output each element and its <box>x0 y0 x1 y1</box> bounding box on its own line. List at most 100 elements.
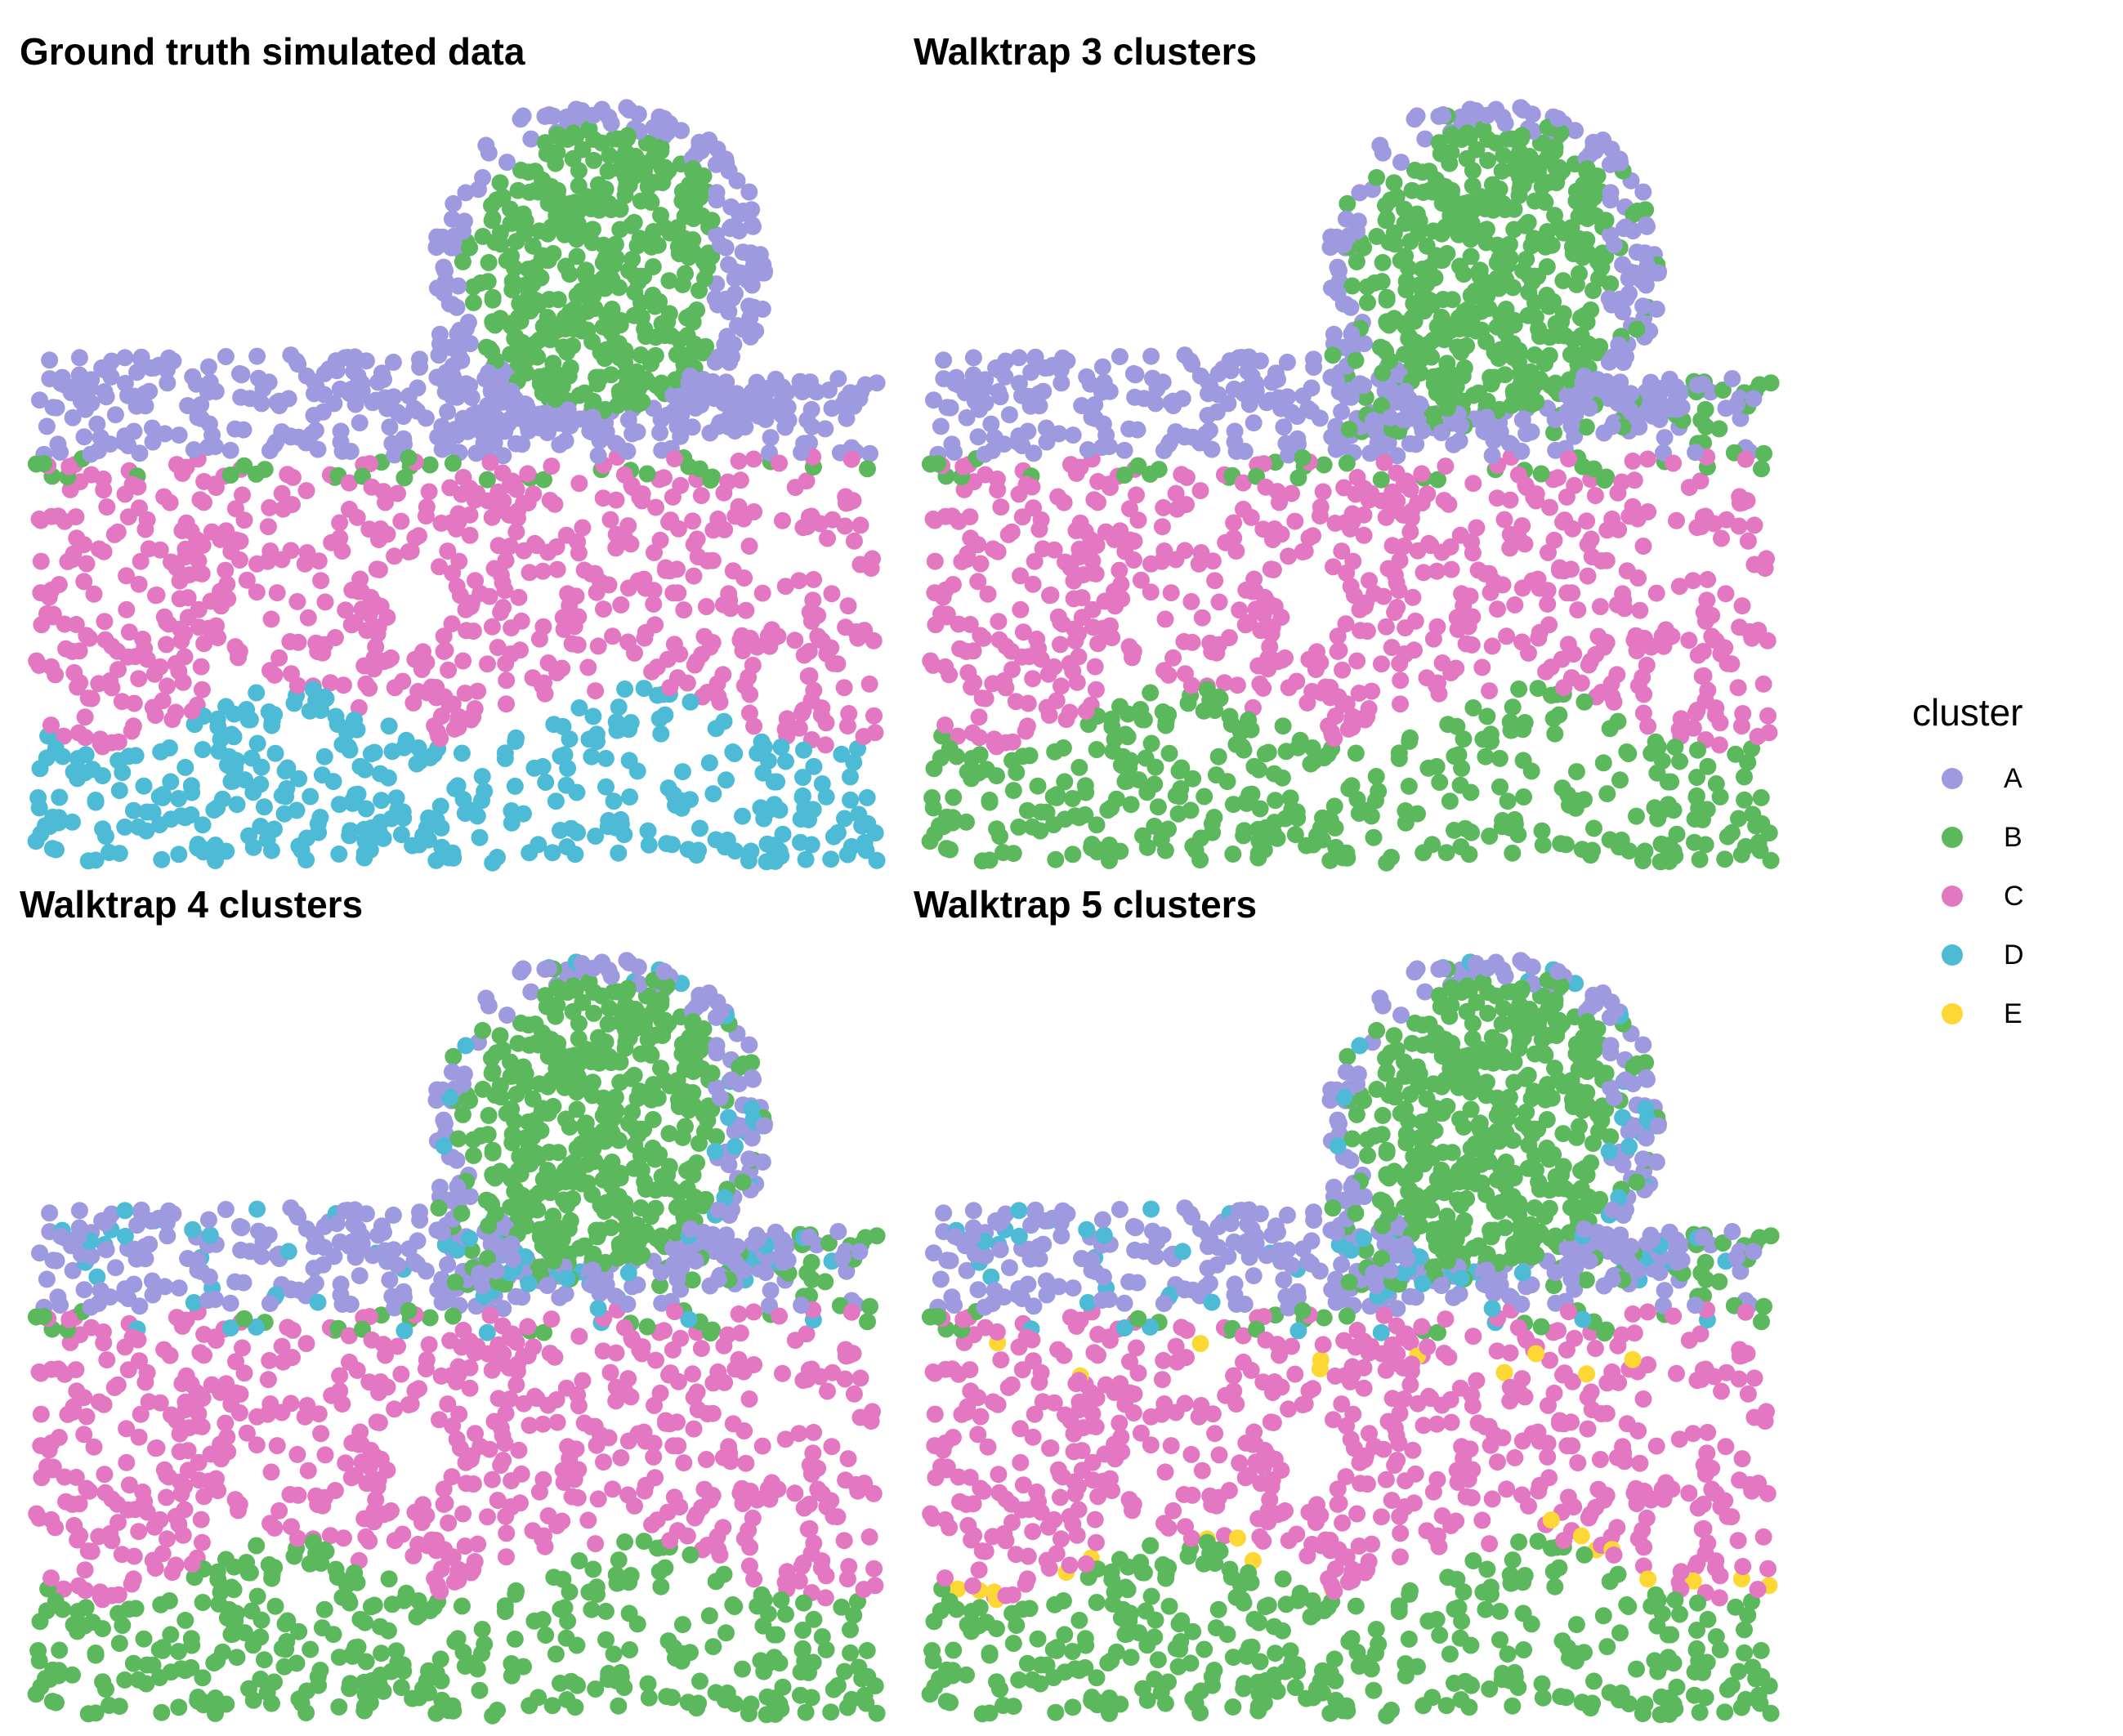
point-cluster-c <box>1501 491 1519 509</box>
point-cluster-b <box>395 1662 413 1680</box>
point-cluster-d <box>521 844 539 862</box>
point-cluster-c <box>148 1439 166 1457</box>
point-cluster-c <box>1647 584 1665 602</box>
point-cluster-c <box>724 1415 742 1433</box>
point-cluster-b <box>562 1672 580 1690</box>
point-cluster-a <box>477 136 495 154</box>
point-cluster-c <box>1615 591 1633 609</box>
point-cluster-c <box>509 502 526 520</box>
point-cluster-d <box>392 826 410 844</box>
point-cluster-b <box>1532 465 1550 483</box>
point-cluster-c <box>1554 513 1571 531</box>
point-cluster-c <box>218 1428 236 1446</box>
point-cluster-c <box>1087 565 1105 582</box>
point-cluster-d <box>559 760 577 777</box>
point-cluster-d <box>355 820 373 838</box>
point-cluster-a <box>38 1270 56 1288</box>
point-cluster-c <box>1012 567 1030 585</box>
point-cluster-c <box>321 674 339 692</box>
point-cluster-a <box>695 371 713 388</box>
point-cluster-b <box>1472 188 1489 205</box>
point-cluster-c <box>158 636 175 654</box>
point-cluster-b <box>543 381 561 399</box>
point-cluster-b <box>656 1559 674 1577</box>
point-cluster-a <box>395 1283 413 1301</box>
point-cluster-c <box>786 1484 804 1502</box>
point-cluster-d <box>177 809 194 827</box>
point-cluster-d <box>357 800 375 818</box>
point-cluster-c <box>498 695 515 713</box>
point-cluster-a <box>1687 444 1705 462</box>
point-cluster-c <box>1694 642 1712 660</box>
point-cluster-d <box>309 1293 327 1311</box>
point-cluster-c <box>595 600 612 618</box>
point-cluster-b <box>526 335 544 353</box>
point-cluster-b <box>1752 788 1770 806</box>
point-cluster-c <box>774 1364 791 1382</box>
point-cluster-c <box>1719 654 1736 672</box>
point-cluster-b <box>1540 293 1558 311</box>
point-cluster-a <box>1325 325 1343 343</box>
point-cluster-b <box>1142 734 1160 752</box>
point-cluster-c <box>548 1413 566 1431</box>
point-cluster-c <box>69 724 87 742</box>
point-cluster-b <box>988 767 1005 785</box>
point-cluster-b <box>1182 801 1200 819</box>
point-cluster-c <box>369 625 387 643</box>
point-cluster-c <box>816 736 834 754</box>
point-cluster-b <box>64 1666 81 1684</box>
point-cluster-c <box>429 723 446 741</box>
point-cluster-c <box>570 1328 588 1346</box>
point-cluster-b <box>742 1695 760 1713</box>
point-cluster-b <box>1510 186 1528 204</box>
point-cluster-c <box>1639 717 1657 735</box>
point-cluster-c <box>69 1577 87 1595</box>
point-cluster-a <box>248 347 266 365</box>
point-cluster-d <box>724 743 742 761</box>
point-cluster-c <box>740 1390 758 1408</box>
point-cluster-c <box>1442 664 1460 681</box>
point-cluster-b <box>1444 201 1462 218</box>
point-cluster-c <box>753 1437 771 1455</box>
point-cluster-d <box>358 843 376 861</box>
point-cluster-a <box>711 236 729 254</box>
point-cluster-d <box>547 792 565 810</box>
point-cluster-b <box>628 306 646 324</box>
point-cluster-a <box>1038 433 1056 451</box>
point-cluster-d <box>556 746 574 764</box>
point-cluster-a <box>720 256 738 274</box>
point-cluster-c <box>534 1529 552 1547</box>
point-cluster-b <box>1004 845 1022 863</box>
point-cluster-b <box>1348 791 1366 808</box>
point-cluster-c <box>1383 639 1401 656</box>
point-cluster-c <box>502 645 520 663</box>
point-cluster-c <box>567 1440 585 1458</box>
point-cluster-c <box>856 622 874 640</box>
point-cluster-c <box>1142 583 1160 601</box>
point-cluster-b <box>1755 444 1772 462</box>
point-cluster-c <box>510 588 528 606</box>
point-cluster-c <box>1070 625 1088 642</box>
point-cluster-a <box>740 183 758 201</box>
point-cluster-c <box>840 705 858 722</box>
point-cluster-b <box>829 1676 847 1694</box>
point-cluster-c <box>1473 658 1491 676</box>
point-cluster-c <box>1680 631 1698 649</box>
point-cluster-b <box>588 1586 606 1604</box>
point-cluster-c <box>288 592 306 610</box>
point-cluster-a <box>1562 417 1580 435</box>
point-cluster-c <box>570 1397 588 1415</box>
point-cluster-a <box>802 400 820 418</box>
point-cluster-c <box>1732 717 1750 735</box>
point-cluster-c <box>1298 694 1316 712</box>
point-cluster-a <box>279 390 297 408</box>
point-cluster-c <box>1437 457 1455 475</box>
point-cluster-c <box>1476 565 1494 582</box>
point-cluster-a <box>1155 442 1173 460</box>
point-cluster-b <box>1430 134 1448 152</box>
point-cluster-c <box>467 572 484 590</box>
point-cluster-b <box>227 1604 245 1622</box>
point-cluster-d <box>79 852 97 870</box>
point-cluster-b <box>1429 471 1446 489</box>
point-cluster-b <box>724 1595 742 1613</box>
